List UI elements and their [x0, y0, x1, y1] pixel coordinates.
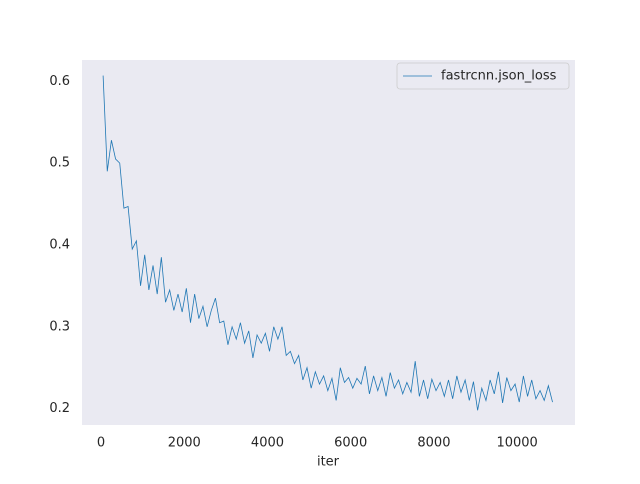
- x-tick-label: 10000: [496, 436, 537, 451]
- y-tick-label: 0.4: [49, 237, 70, 252]
- x-tick-label: 6000: [334, 436, 367, 451]
- data-line: [102, 75, 553, 411]
- legend-box: [396, 62, 570, 90]
- x-axis-label: iter: [317, 455, 340, 470]
- y-tick-label: 0.2: [49, 401, 70, 416]
- plot-area: [82, 60, 575, 425]
- y-tick-label: 0.6: [49, 74, 70, 89]
- x-tick-label: 2000: [168, 436, 201, 451]
- legend-label: fastrcnn.json_loss: [441, 69, 557, 84]
- x-tick-label: 4000: [251, 436, 284, 451]
- x-tick-label: 8000: [417, 436, 450, 451]
- y-tick-label: 0.3: [49, 319, 70, 334]
- y-tick-label: 0.5: [49, 156, 70, 171]
- x-tick-label: 0: [97, 436, 105, 451]
